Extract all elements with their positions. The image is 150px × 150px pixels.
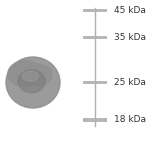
Ellipse shape bbox=[6, 57, 60, 108]
FancyBboxPatch shape bbox=[82, 118, 106, 122]
Ellipse shape bbox=[22, 64, 52, 86]
Text: 18 kDa: 18 kDa bbox=[114, 116, 146, 124]
FancyBboxPatch shape bbox=[82, 81, 106, 84]
FancyBboxPatch shape bbox=[110, 0, 150, 150]
Text: 25 kDa: 25 kDa bbox=[114, 78, 146, 87]
Text: 45 kDa: 45 kDa bbox=[114, 6, 146, 15]
FancyBboxPatch shape bbox=[82, 36, 106, 39]
FancyBboxPatch shape bbox=[82, 9, 106, 12]
Text: 35 kDa: 35 kDa bbox=[114, 33, 146, 42]
Ellipse shape bbox=[8, 61, 43, 86]
Ellipse shape bbox=[18, 70, 45, 93]
FancyBboxPatch shape bbox=[0, 0, 150, 8]
Ellipse shape bbox=[22, 71, 38, 81]
